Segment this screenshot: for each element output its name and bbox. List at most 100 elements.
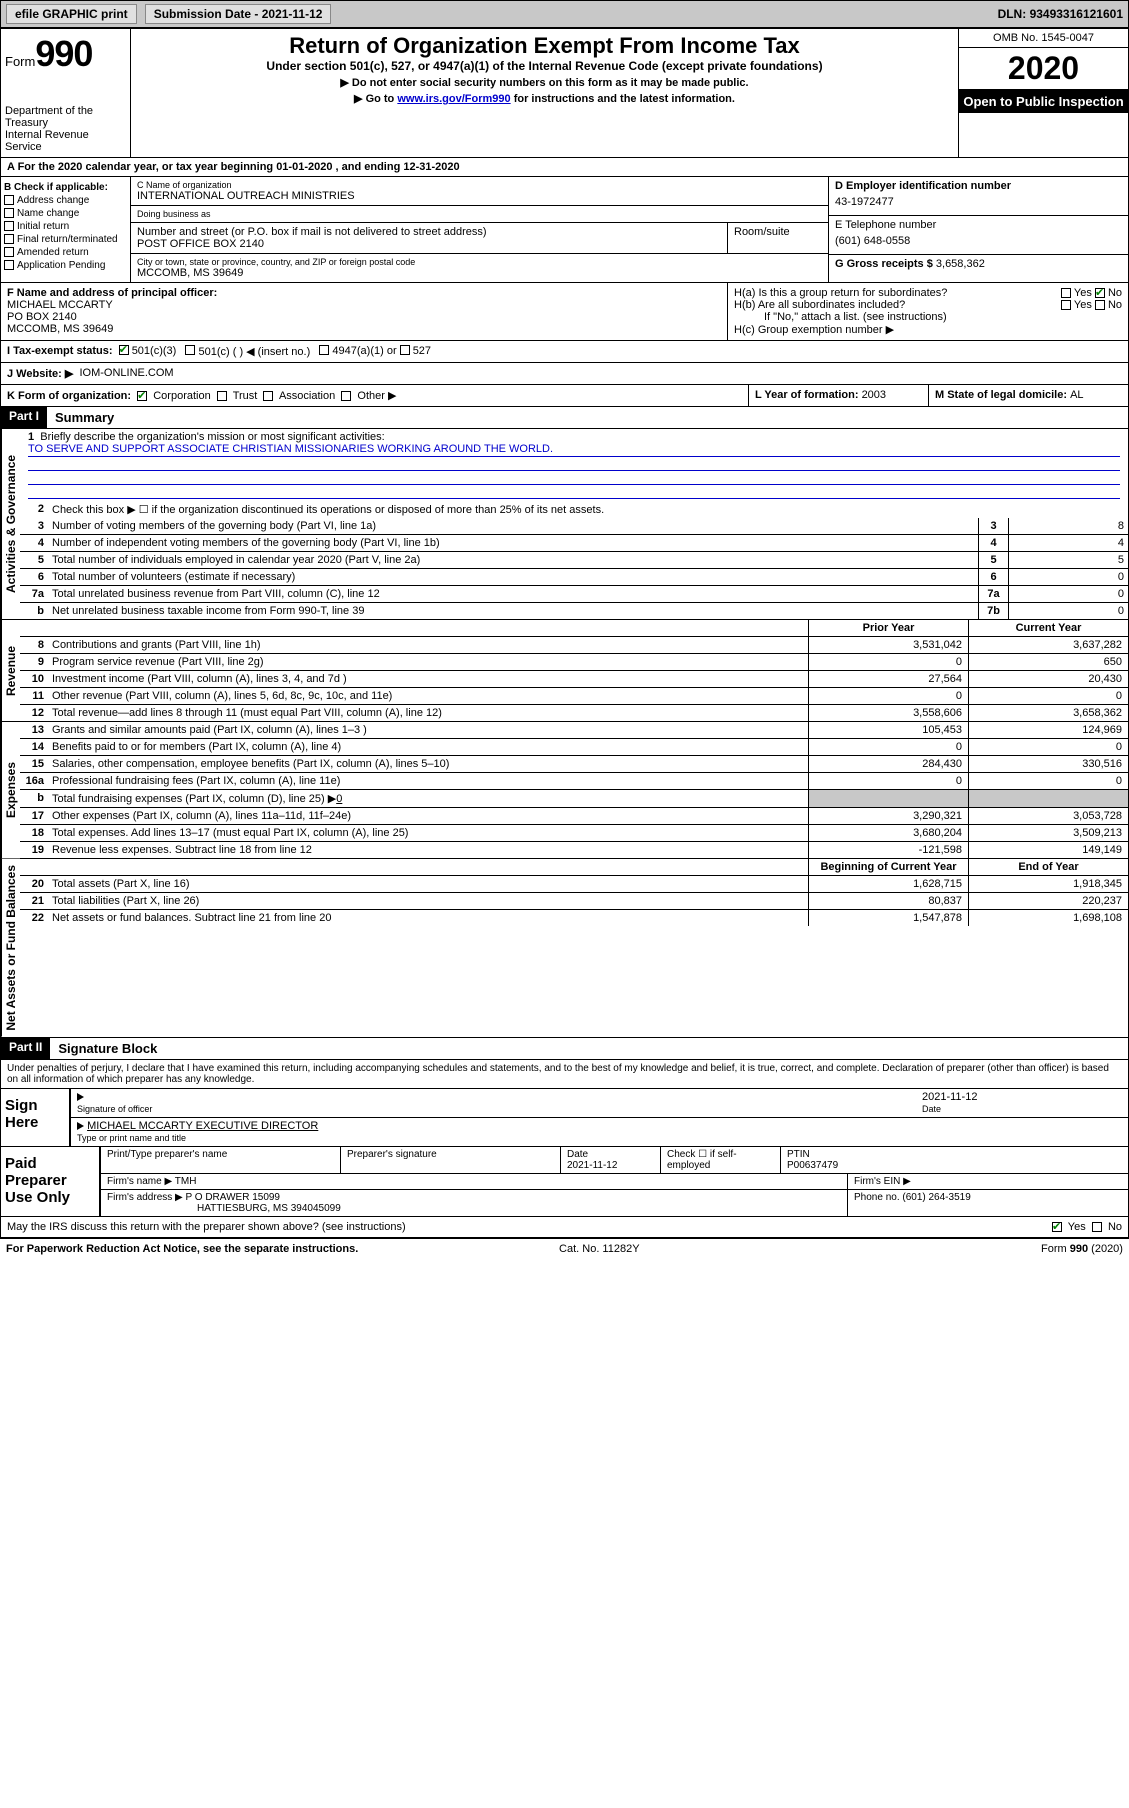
checkbox-application-pending[interactable] (4, 260, 14, 270)
mission-blank2 (28, 471, 1120, 485)
h-b-note: If "No," attach a list. (see instruction… (734, 311, 1122, 323)
dept-treasury: Department of the Treasury (5, 105, 126, 129)
checkbox-discuss-yes[interactable] (1052, 1222, 1062, 1232)
form-footer: Form 990 (2020) (1041, 1243, 1123, 1255)
paid-preparer-label: Paid Preparer Use Only (1, 1147, 101, 1216)
checkbox-corporation[interactable] (137, 391, 147, 401)
line7a-value: 0 (1008, 586, 1128, 602)
label-trust: Trust (233, 390, 258, 402)
line13-text: Grants and similar amounts paid (Part IX… (48, 722, 808, 738)
line16a-current: 0 (968, 773, 1128, 789)
street-label: Number and street (or P.O. box if mail i… (137, 226, 721, 238)
checkbox-final-return[interactable] (4, 234, 14, 244)
ein-value: 43-1972477 (835, 192, 1122, 212)
line16b-text: Total fundraising expenses (Part IX, col… (48, 790, 808, 807)
submission-date-label: Submission Date - (154, 7, 262, 21)
firm-name-label: Firm's name ▶ (107, 1176, 172, 1187)
org-name: INTERNATIONAL OUTREACH MINISTRIES (137, 190, 822, 202)
h-b-row: H(b) Are all subordinates included? Yes … (734, 299, 1122, 311)
checkbox-trust[interactable] (217, 391, 227, 401)
line19-text: Revenue less expenses. Subtract line 18 … (48, 842, 808, 858)
part1-title: Summary (47, 407, 122, 428)
sidelabel-expenses: Expenses (1, 722, 20, 858)
discuss-row: May the IRS discuss this return with the… (0, 1217, 1129, 1238)
discuss-question: May the IRS discuss this return with the… (7, 1221, 406, 1233)
h-a-row: H(a) Is this a group return for subordin… (734, 287, 1122, 299)
label-application-pending: Application Pending (17, 260, 105, 271)
dba-label: Doing business as (137, 209, 822, 219)
line14-text: Benefits paid to or for members (Part IX… (48, 739, 808, 755)
checkbox-other[interactable] (341, 391, 351, 401)
phone-value: (601) 648-0558 (835, 231, 1122, 251)
gross-receipts-value: 3,658,362 (936, 258, 985, 270)
sidelabel-netassets: Net Assets or Fund Balances (1, 859, 20, 1037)
sig-date: 2021-11-12 (922, 1091, 977, 1103)
submission-date-button[interactable]: Submission Date - 2021-11-12 (145, 4, 332, 24)
checkbox-hb-yes[interactable] (1061, 300, 1071, 310)
line2-text: Check this box ▶ ☐ if the organization d… (48, 501, 1128, 518)
form-word: Form (5, 54, 35, 69)
checkbox-hb-no[interactable] (1095, 300, 1105, 310)
line6-value: 0 (1008, 569, 1128, 585)
line12-current: 3,658,362 (968, 705, 1128, 721)
checkbox-501c[interactable] (185, 345, 195, 355)
line11-current: 0 (968, 688, 1128, 704)
checkbox-527[interactable] (400, 345, 410, 355)
gross-receipts-label: G Gross receipts $ (835, 258, 936, 270)
line16a-prior: 0 (808, 773, 968, 789)
firm-phone-label: Phone no. (854, 1192, 902, 1203)
prep-date: 2021-11-12 (567, 1160, 617, 1171)
mission-blank1 (28, 457, 1120, 471)
submission-date-value: 2021-11-12 (262, 7, 323, 21)
checkbox-association[interactable] (263, 391, 273, 401)
officer-name-title: MICHAEL MCCARTY EXECUTIVE DIRECTOR (87, 1120, 318, 1132)
ptin-label: PTIN (787, 1149, 810, 1160)
checkbox-501c3[interactable] (119, 345, 129, 355)
box-b: B Check if applicable: Address change Na… (1, 177, 131, 282)
line18-current: 3,509,213 (968, 825, 1128, 841)
checkbox-discuss-no[interactable] (1092, 1222, 1102, 1232)
irs-label: Internal Revenue Service (5, 129, 126, 153)
label-corporation: Corporation (153, 390, 210, 402)
checkbox-name-change[interactable] (4, 208, 14, 218)
period-text: A For the 2020 calendar year, or tax yea… (1, 158, 466, 176)
signature-section: Under penalties of perjury, I declare th… (0, 1060, 1129, 1147)
line22-text: Net assets or fund balances. Subtract li… (48, 910, 808, 926)
line3-value: 8 (1008, 518, 1128, 534)
efile-print-button[interactable]: efile GRAPHIC print (6, 4, 137, 24)
box-b-header: B Check if applicable: (4, 182, 108, 193)
tax-year: 2020 (959, 48, 1128, 90)
irs-link[interactable]: www.irs.gov/Form990 (397, 93, 510, 105)
line20-prior: 1,628,715 (808, 876, 968, 892)
officer-label: F Name and address of principal officer: (7, 287, 721, 299)
officer-addr2: MCCOMB, MS 39649 (7, 323, 721, 335)
firm-addr2: HATTIESBURG, MS 394045099 (107, 1203, 341, 1214)
sidelabel-revenue: Revenue (1, 620, 20, 721)
room-label: Room/suite (734, 226, 822, 238)
revenue-section: Revenue Prior YearCurrent Year 8Contribu… (0, 620, 1129, 722)
dln: DLN: 93493316121601 (998, 7, 1123, 21)
paid-preparer-section: Paid Preparer Use Only Print/Type prepar… (0, 1147, 1129, 1217)
ein-label: D Employer identification number (835, 180, 1122, 192)
checkbox-4947[interactable] (319, 345, 329, 355)
website-value: IOM-ONLINE.COM (79, 367, 173, 380)
checkbox-address-change[interactable] (4, 195, 14, 205)
form-subtitle: Under section 501(c), 527, or 4947(a)(1)… (139, 59, 950, 73)
line20-current: 1,918,345 (968, 876, 1128, 892)
line15-prior: 284,430 (808, 756, 968, 772)
self-employed-check: Check ☐ if self-employed (661, 1147, 781, 1173)
current-year-header: Current Year (968, 620, 1128, 636)
checkbox-initial-return[interactable] (4, 221, 14, 231)
sig-date-label: Date (922, 1104, 941, 1114)
part1-header: Part I (1, 407, 47, 428)
line17-prior: 3,290,321 (808, 808, 968, 824)
h-c-row: H(c) Group exemption number ▶ (734, 323, 1122, 336)
website-row: J Website: ▶ IOM-ONLINE.COM (0, 363, 1129, 385)
checkbox-ha-yes[interactable] (1061, 288, 1071, 298)
line13-prior: 105,453 (808, 722, 968, 738)
label-527: 527 (413, 345, 431, 358)
checkbox-ha-no[interactable] (1095, 288, 1105, 298)
checkbox-amended[interactable] (4, 247, 14, 257)
label-501c3: 501(c)(3) (132, 345, 177, 358)
state-domicile-label: M State of legal domicile: (935, 389, 1070, 401)
